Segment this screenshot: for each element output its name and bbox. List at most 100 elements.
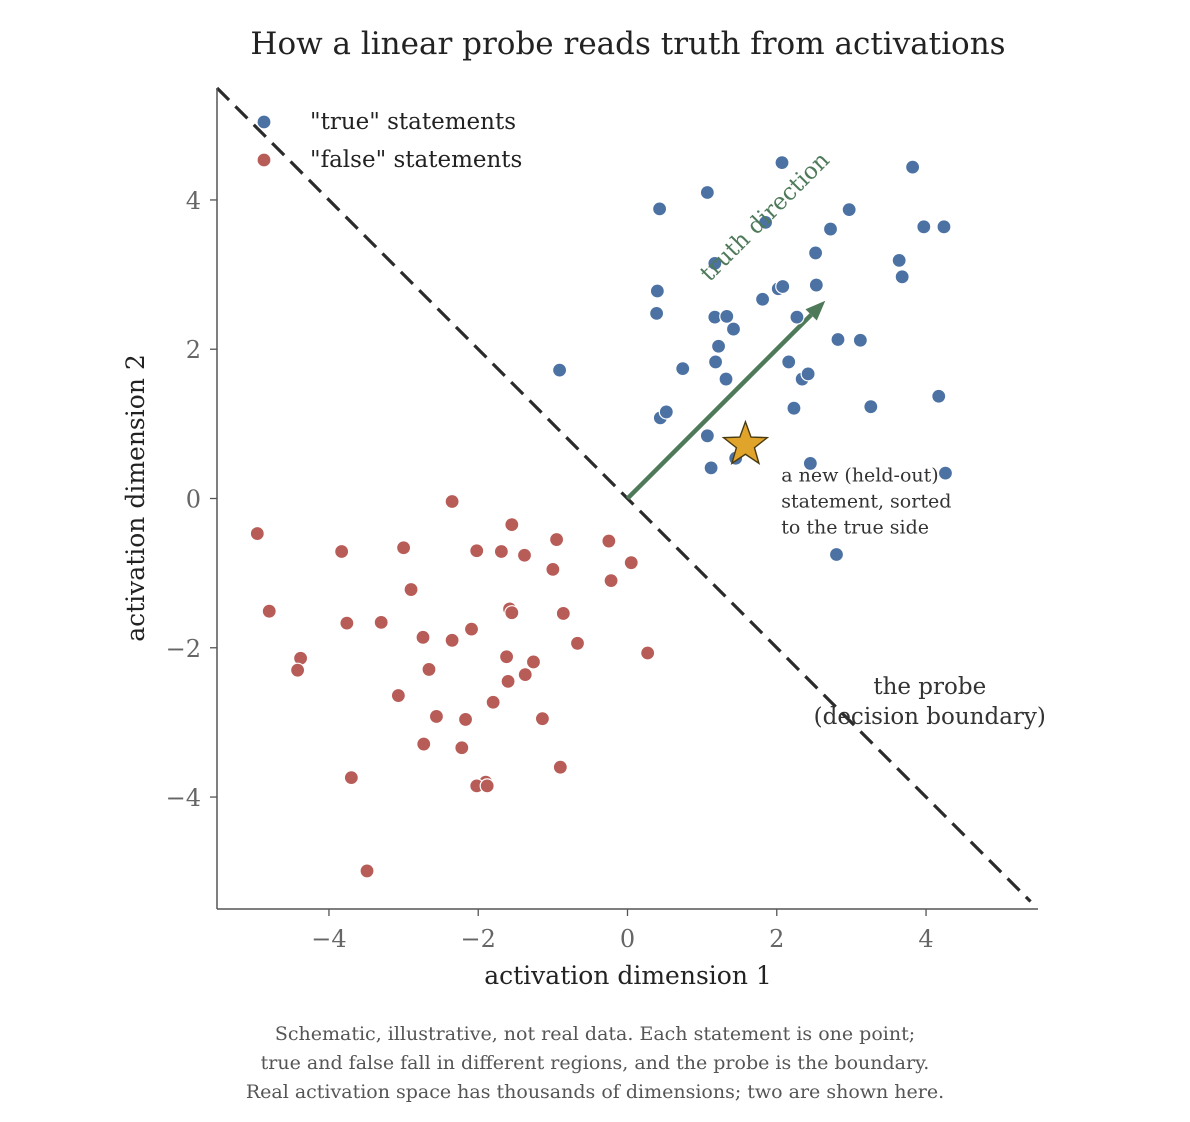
caption-line-1: Schematic, illustrative, not real data. … bbox=[274, 1023, 916, 1045]
held-out-star-marker bbox=[721, 419, 770, 466]
false-statement-point bbox=[534, 711, 551, 727]
legend-label: "true" statements bbox=[310, 109, 516, 135]
true-statement-point bbox=[931, 388, 947, 404]
chart-title: How a linear probe reads truth from acti… bbox=[250, 26, 1005, 62]
legend-marker bbox=[256, 114, 272, 130]
false-statement-point bbox=[421, 661, 437, 678]
false-statement-point bbox=[359, 863, 375, 879]
false-statement-point bbox=[454, 740, 470, 756]
false-statement-point bbox=[390, 687, 406, 704]
false-statement-point bbox=[640, 645, 656, 661]
false-statement-point bbox=[249, 525, 265, 542]
false-statement-point bbox=[517, 667, 533, 683]
false-statement-point bbox=[373, 614, 389, 630]
boundary-label-line: (decision boundary) bbox=[814, 704, 1046, 730]
true-statement-point bbox=[675, 361, 691, 377]
false-statement-point bbox=[339, 615, 355, 631]
x-tick-label: −4 bbox=[311, 925, 346, 953]
true-statement-point bbox=[658, 404, 674, 420]
true-statement-point bbox=[774, 155, 790, 171]
false-statement-point bbox=[485, 694, 501, 710]
false-statement-point bbox=[504, 517, 520, 533]
false-statement-point bbox=[603, 572, 619, 589]
decision-boundary-line bbox=[215, 86, 1032, 903]
true-statement-point bbox=[916, 219, 932, 235]
false-statement-point bbox=[601, 533, 617, 549]
false-statement-point bbox=[623, 555, 639, 571]
true-statement-point bbox=[699, 428, 715, 444]
legend-marker bbox=[256, 152, 272, 168]
true-statement-point bbox=[789, 309, 805, 325]
x-tick-label: −2 bbox=[461, 925, 496, 953]
false-statement-point bbox=[498, 649, 515, 665]
held-out-label-line: statement, sorted bbox=[781, 490, 951, 512]
true-statement-point bbox=[828, 546, 845, 563]
false-statement-point bbox=[555, 605, 571, 622]
true-statement-point bbox=[894, 269, 910, 285]
legend-label: "false" statements bbox=[310, 147, 522, 173]
y-tick-label: 0 bbox=[186, 486, 201, 514]
truth-direction-label: truth direction bbox=[695, 147, 835, 287]
false-statement-point bbox=[428, 708, 445, 725]
held-out-label-line: a new (held-out) bbox=[781, 464, 938, 486]
false-statement-point bbox=[569, 635, 586, 651]
true-statement-point bbox=[852, 332, 868, 348]
truth-direction-arrow bbox=[625, 313, 813, 501]
true-statement-point bbox=[775, 278, 791, 295]
caption-line-2: true and false fall in different regions… bbox=[260, 1052, 930, 1074]
true-statement-point bbox=[905, 159, 921, 175]
y-axis-label: activation dimension 2 bbox=[121, 354, 150, 642]
true-statement-point bbox=[725, 321, 742, 337]
false-statement-point bbox=[444, 493, 460, 510]
true-statement-point bbox=[649, 283, 665, 299]
x-axis-label: activation dimension 1 bbox=[484, 961, 772, 990]
y-tick-label: 2 bbox=[186, 336, 201, 364]
true-statement-point bbox=[719, 308, 735, 324]
false-statement-point bbox=[493, 543, 509, 560]
true-statement-point bbox=[699, 184, 715, 201]
truth-direction-arrowhead bbox=[805, 300, 826, 321]
true-statement-point bbox=[830, 331, 846, 348]
true-statement-point bbox=[786, 400, 802, 416]
y-tick-label: −2 bbox=[166, 635, 201, 663]
false-statement-point bbox=[290, 662, 306, 678]
true-statement-point bbox=[707, 255, 723, 271]
true-statement-point bbox=[710, 338, 727, 354]
false-statement-point bbox=[403, 581, 419, 598]
x-tick-label: 0 bbox=[620, 925, 635, 953]
false-statement-point bbox=[469, 543, 485, 559]
false-statement-point bbox=[548, 531, 565, 548]
false-statement-point bbox=[545, 561, 561, 578]
true-statement-point bbox=[703, 460, 719, 476]
true-statement-point bbox=[936, 219, 952, 235]
false-statement-point bbox=[516, 547, 533, 563]
true-statement-point bbox=[649, 305, 665, 322]
false-statement-point bbox=[416, 736, 432, 752]
false-statement-point bbox=[343, 770, 359, 786]
figure: How a linear probe reads truth from acti… bbox=[121, 26, 1046, 990]
true-statement-point bbox=[781, 354, 797, 370]
false-statement-point bbox=[261, 603, 277, 619]
caption: Schematic, illustrative, not real data. … bbox=[0, 1020, 1190, 1107]
true-statement-point bbox=[822, 221, 839, 237]
true-statement-point bbox=[754, 291, 771, 307]
false-statement-point bbox=[500, 673, 516, 689]
y-tick-label: 4 bbox=[186, 187, 201, 215]
true-statement-point bbox=[802, 455, 818, 472]
false-statement-point bbox=[504, 605, 520, 621]
true-statement-point bbox=[937, 465, 954, 481]
scatter-chart: How a linear probe reads truth from acti… bbox=[121, 26, 1046, 990]
false-statement-point bbox=[415, 629, 431, 645]
true-statement-point bbox=[800, 366, 816, 382]
true-statement-point bbox=[808, 277, 824, 293]
y-tick-label: −4 bbox=[166, 784, 201, 812]
false-statement-point bbox=[457, 711, 474, 728]
x-tick-label: 4 bbox=[918, 925, 933, 953]
held-out-label-line: to the true side bbox=[781, 516, 929, 538]
false-statement-point bbox=[395, 540, 412, 556]
boundary-label-line: the probe bbox=[873, 674, 986, 700]
true-statement-point bbox=[707, 354, 724, 370]
true-statement-point bbox=[718, 371, 734, 387]
true-statement-point bbox=[863, 399, 879, 415]
false-statement-point bbox=[463, 621, 480, 637]
